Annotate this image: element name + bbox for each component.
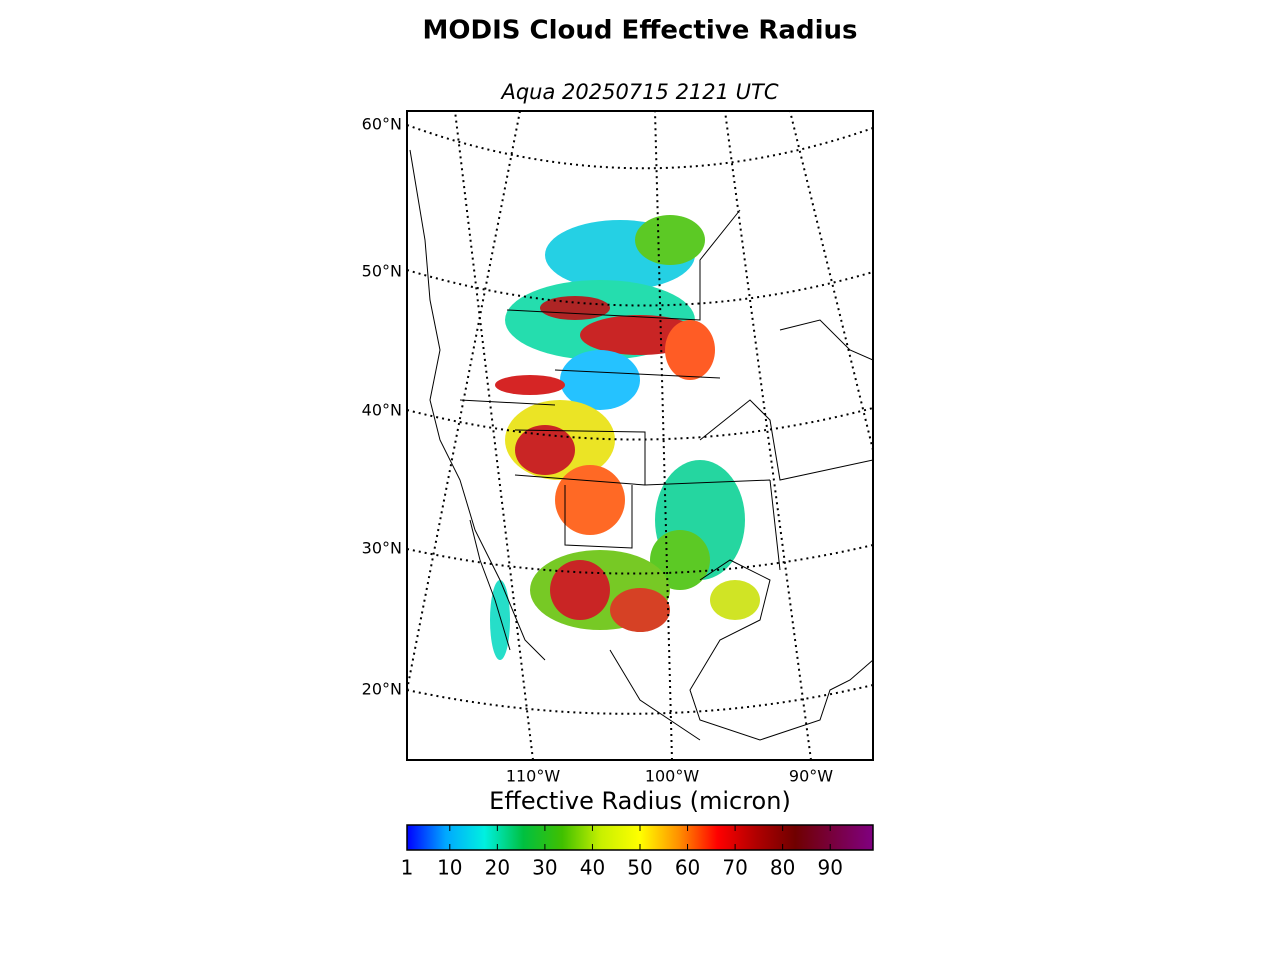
colorbar-tick-label: 20 — [485, 856, 510, 880]
title: MODIS Cloud Effective Radius — [423, 16, 858, 46]
colorbar-tick-label: 1 — [401, 856, 414, 880]
colorbar-tick-label: 90 — [817, 856, 842, 880]
lon-label: 110°W — [506, 767, 561, 786]
colorbar-tick-label: 30 — [532, 856, 557, 880]
graticule — [407, 111, 873, 760]
lat-label: 20°N — [362, 680, 402, 699]
cloud-field — [490, 215, 760, 660]
lat-label: 30°N — [362, 539, 402, 558]
coastlines — [409, 149, 873, 741]
colorbar-tick-label: 10 — [437, 856, 462, 880]
map: 60°N 50°N 40°N 30°N 20°N 110°W 100°W 90°… — [362, 110, 874, 786]
map-frame — [406, 110, 874, 761]
map-content — [407, 111, 873, 760]
lon-label: 100°W — [645, 767, 700, 786]
colorbar-tick-label: 80 — [770, 856, 795, 880]
colorbar-tick-label: 40 — [580, 856, 605, 880]
colorbar-tick-label: 50 — [627, 856, 652, 880]
colorbar-label: Effective Radius (micron) — [489, 787, 791, 815]
colorbar-tick-label: 60 — [675, 856, 700, 880]
colorbar-tick-label: 70 — [722, 856, 747, 880]
lon-labels: 110°W 100°W 90°W — [506, 767, 833, 786]
lat-label: 40°N — [362, 401, 402, 420]
lat-label: 50°N — [362, 262, 402, 281]
lat-label: 60°N — [362, 115, 402, 134]
lat-labels: 60°N 50°N 40°N 30°N 20°N — [362, 115, 402, 699]
lon-label: 90°W — [789, 767, 833, 786]
subtitle: Aqua 20250715 2121 UTC — [499, 80, 778, 104]
